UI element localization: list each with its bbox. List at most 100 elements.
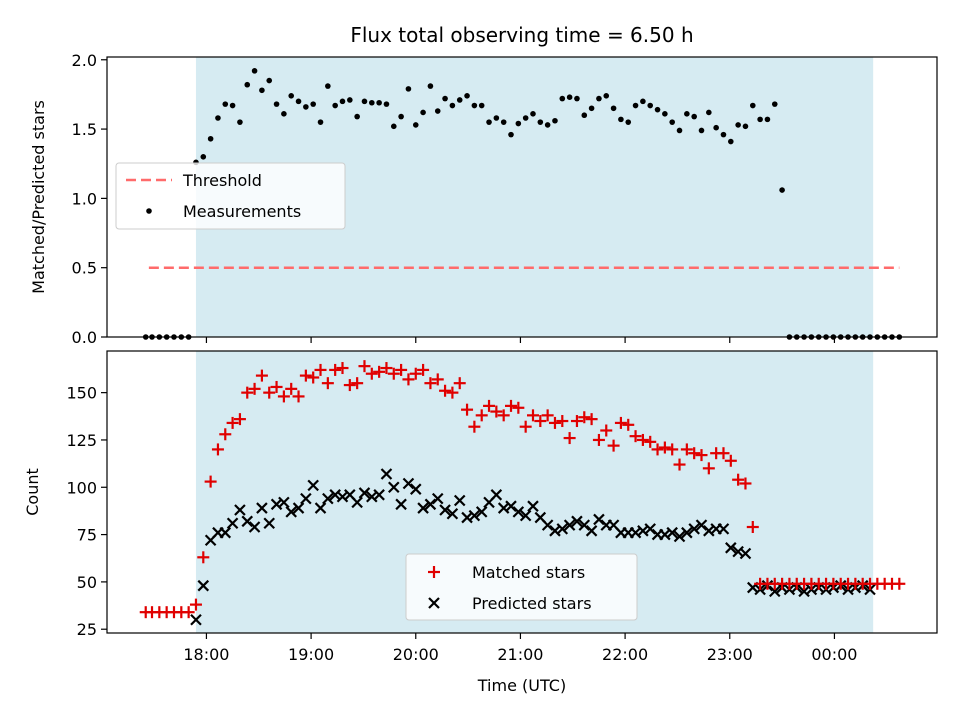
matched-star-point xyxy=(402,373,415,386)
matched-star-point xyxy=(270,380,283,393)
matched-star-point xyxy=(211,443,224,456)
matched-star-point xyxy=(680,443,693,456)
top-legend-box xyxy=(115,162,346,230)
matched-star-point xyxy=(292,390,305,403)
predicted-star-point xyxy=(725,542,737,554)
matched-star-point xyxy=(343,379,356,392)
predicted-star-point xyxy=(314,502,327,514)
measurement-point xyxy=(471,102,478,109)
predicted-star-point xyxy=(505,500,517,512)
predicted-star-point xyxy=(431,492,444,505)
predicted-star-point xyxy=(409,483,422,495)
measurement-point xyxy=(544,122,551,128)
top-axes-frame xyxy=(106,56,938,338)
top-y-tick-label: 1.0 xyxy=(72,189,97,208)
matched-star-point xyxy=(592,433,605,446)
measurement-point xyxy=(456,97,463,103)
measurement-point xyxy=(618,116,624,123)
measurement-point xyxy=(728,138,734,145)
bottom-x-tick-label: 20:00 xyxy=(393,645,439,664)
measurement-point xyxy=(449,102,456,109)
measurement-point xyxy=(559,95,566,102)
predicted-star-point xyxy=(256,502,268,514)
bottom-y-tick-label: 75 xyxy=(77,526,97,545)
measurement-point xyxy=(654,106,661,113)
matched-star-point xyxy=(585,413,598,426)
measurement-point xyxy=(369,99,375,106)
measurement-point xyxy=(596,95,602,102)
top-panel: 0.00.51.01.52.0 Matched/Predicted stars … xyxy=(29,51,938,347)
predicted-star-point xyxy=(219,526,232,539)
bottom-x-ticks: 18:00 19:00 20:00 21:00 22:00 23:00 00:00 xyxy=(183,633,857,664)
measurement-point xyxy=(442,95,448,102)
matched-star-point xyxy=(600,424,613,437)
predicted-star-point xyxy=(717,523,730,535)
matched-star-point xyxy=(468,420,481,433)
matched-star-point xyxy=(417,363,430,376)
matched-star-point xyxy=(578,411,591,424)
matched-star-point xyxy=(607,439,620,452)
top-legend: Threshold Measurements xyxy=(115,162,346,230)
matched-star-point xyxy=(505,399,518,412)
bottom-axes-frame xyxy=(106,350,938,634)
measurement-point xyxy=(295,98,302,105)
legend-measurements-label: Measurements xyxy=(183,202,301,221)
legend-predicted-swatch xyxy=(428,597,440,609)
predicted-star-point xyxy=(300,492,312,505)
matched-star-point xyxy=(204,475,217,488)
matched-star-point xyxy=(380,362,393,375)
legend-predicted-label: Predicted stars xyxy=(472,594,592,613)
measurement-point xyxy=(706,109,712,116)
matched-star-point xyxy=(329,363,342,376)
measurement-point xyxy=(735,122,741,128)
bottom-x-tick-label: 23:00 xyxy=(707,645,753,664)
matched-star-point xyxy=(614,416,627,429)
bottom-y-tick-label: 100 xyxy=(66,478,97,497)
predicted-star-point xyxy=(226,517,239,530)
predicted-star-point xyxy=(468,509,481,522)
predicted-star-point xyxy=(666,526,678,539)
matched-star-point xyxy=(248,382,261,395)
top-x-ticks xyxy=(205,337,836,343)
matched-star-point xyxy=(409,367,422,380)
predicted-star-point xyxy=(351,496,363,509)
matched-star-point xyxy=(695,449,708,462)
measurement-point xyxy=(669,119,675,125)
top-y-tick-label: 1.5 xyxy=(72,120,97,139)
measurement-point xyxy=(207,135,214,142)
predicted-star-point xyxy=(585,525,598,537)
measurement-point xyxy=(764,116,771,123)
bottom-legend: Matched stars Predicted stars xyxy=(405,553,638,621)
matched-star-point xyxy=(512,401,525,414)
predicted-star-point xyxy=(512,506,525,518)
measurement-point xyxy=(229,102,236,109)
predicted-star-point xyxy=(241,515,254,528)
measurement-point xyxy=(310,101,316,107)
predicted-star-point xyxy=(263,517,276,530)
bottom-x-tick-label: 22:00 xyxy=(602,645,648,664)
matched-star-point xyxy=(182,606,195,619)
predicted-star-point xyxy=(475,506,488,518)
matched-star-point xyxy=(629,430,642,443)
measurement-point xyxy=(500,119,507,125)
matched-star-point xyxy=(563,432,576,445)
measurement-point xyxy=(632,102,639,109)
predicted-star-point xyxy=(248,521,261,533)
matched-star-point xyxy=(299,369,312,382)
measurement-point xyxy=(434,108,441,114)
measurement-point xyxy=(486,119,492,125)
measurement-point xyxy=(200,154,207,160)
matched-star-point xyxy=(277,390,290,403)
measurement-point xyxy=(325,83,331,89)
predicted-star-point xyxy=(556,523,569,535)
bottom-y-tick-label: 25 xyxy=(77,620,97,639)
matched-star-point xyxy=(439,384,452,397)
bottom-x-tick-label: 19:00 xyxy=(288,645,334,664)
matched-star-point xyxy=(314,363,327,376)
top-y-axis-label: Matched/Predicted stars xyxy=(29,100,48,294)
predicted-star-point xyxy=(490,489,503,501)
predicted-star-point xyxy=(644,523,656,535)
measurement-point xyxy=(222,101,229,107)
measurement-point xyxy=(259,87,265,94)
predicted-star-point xyxy=(453,494,466,507)
